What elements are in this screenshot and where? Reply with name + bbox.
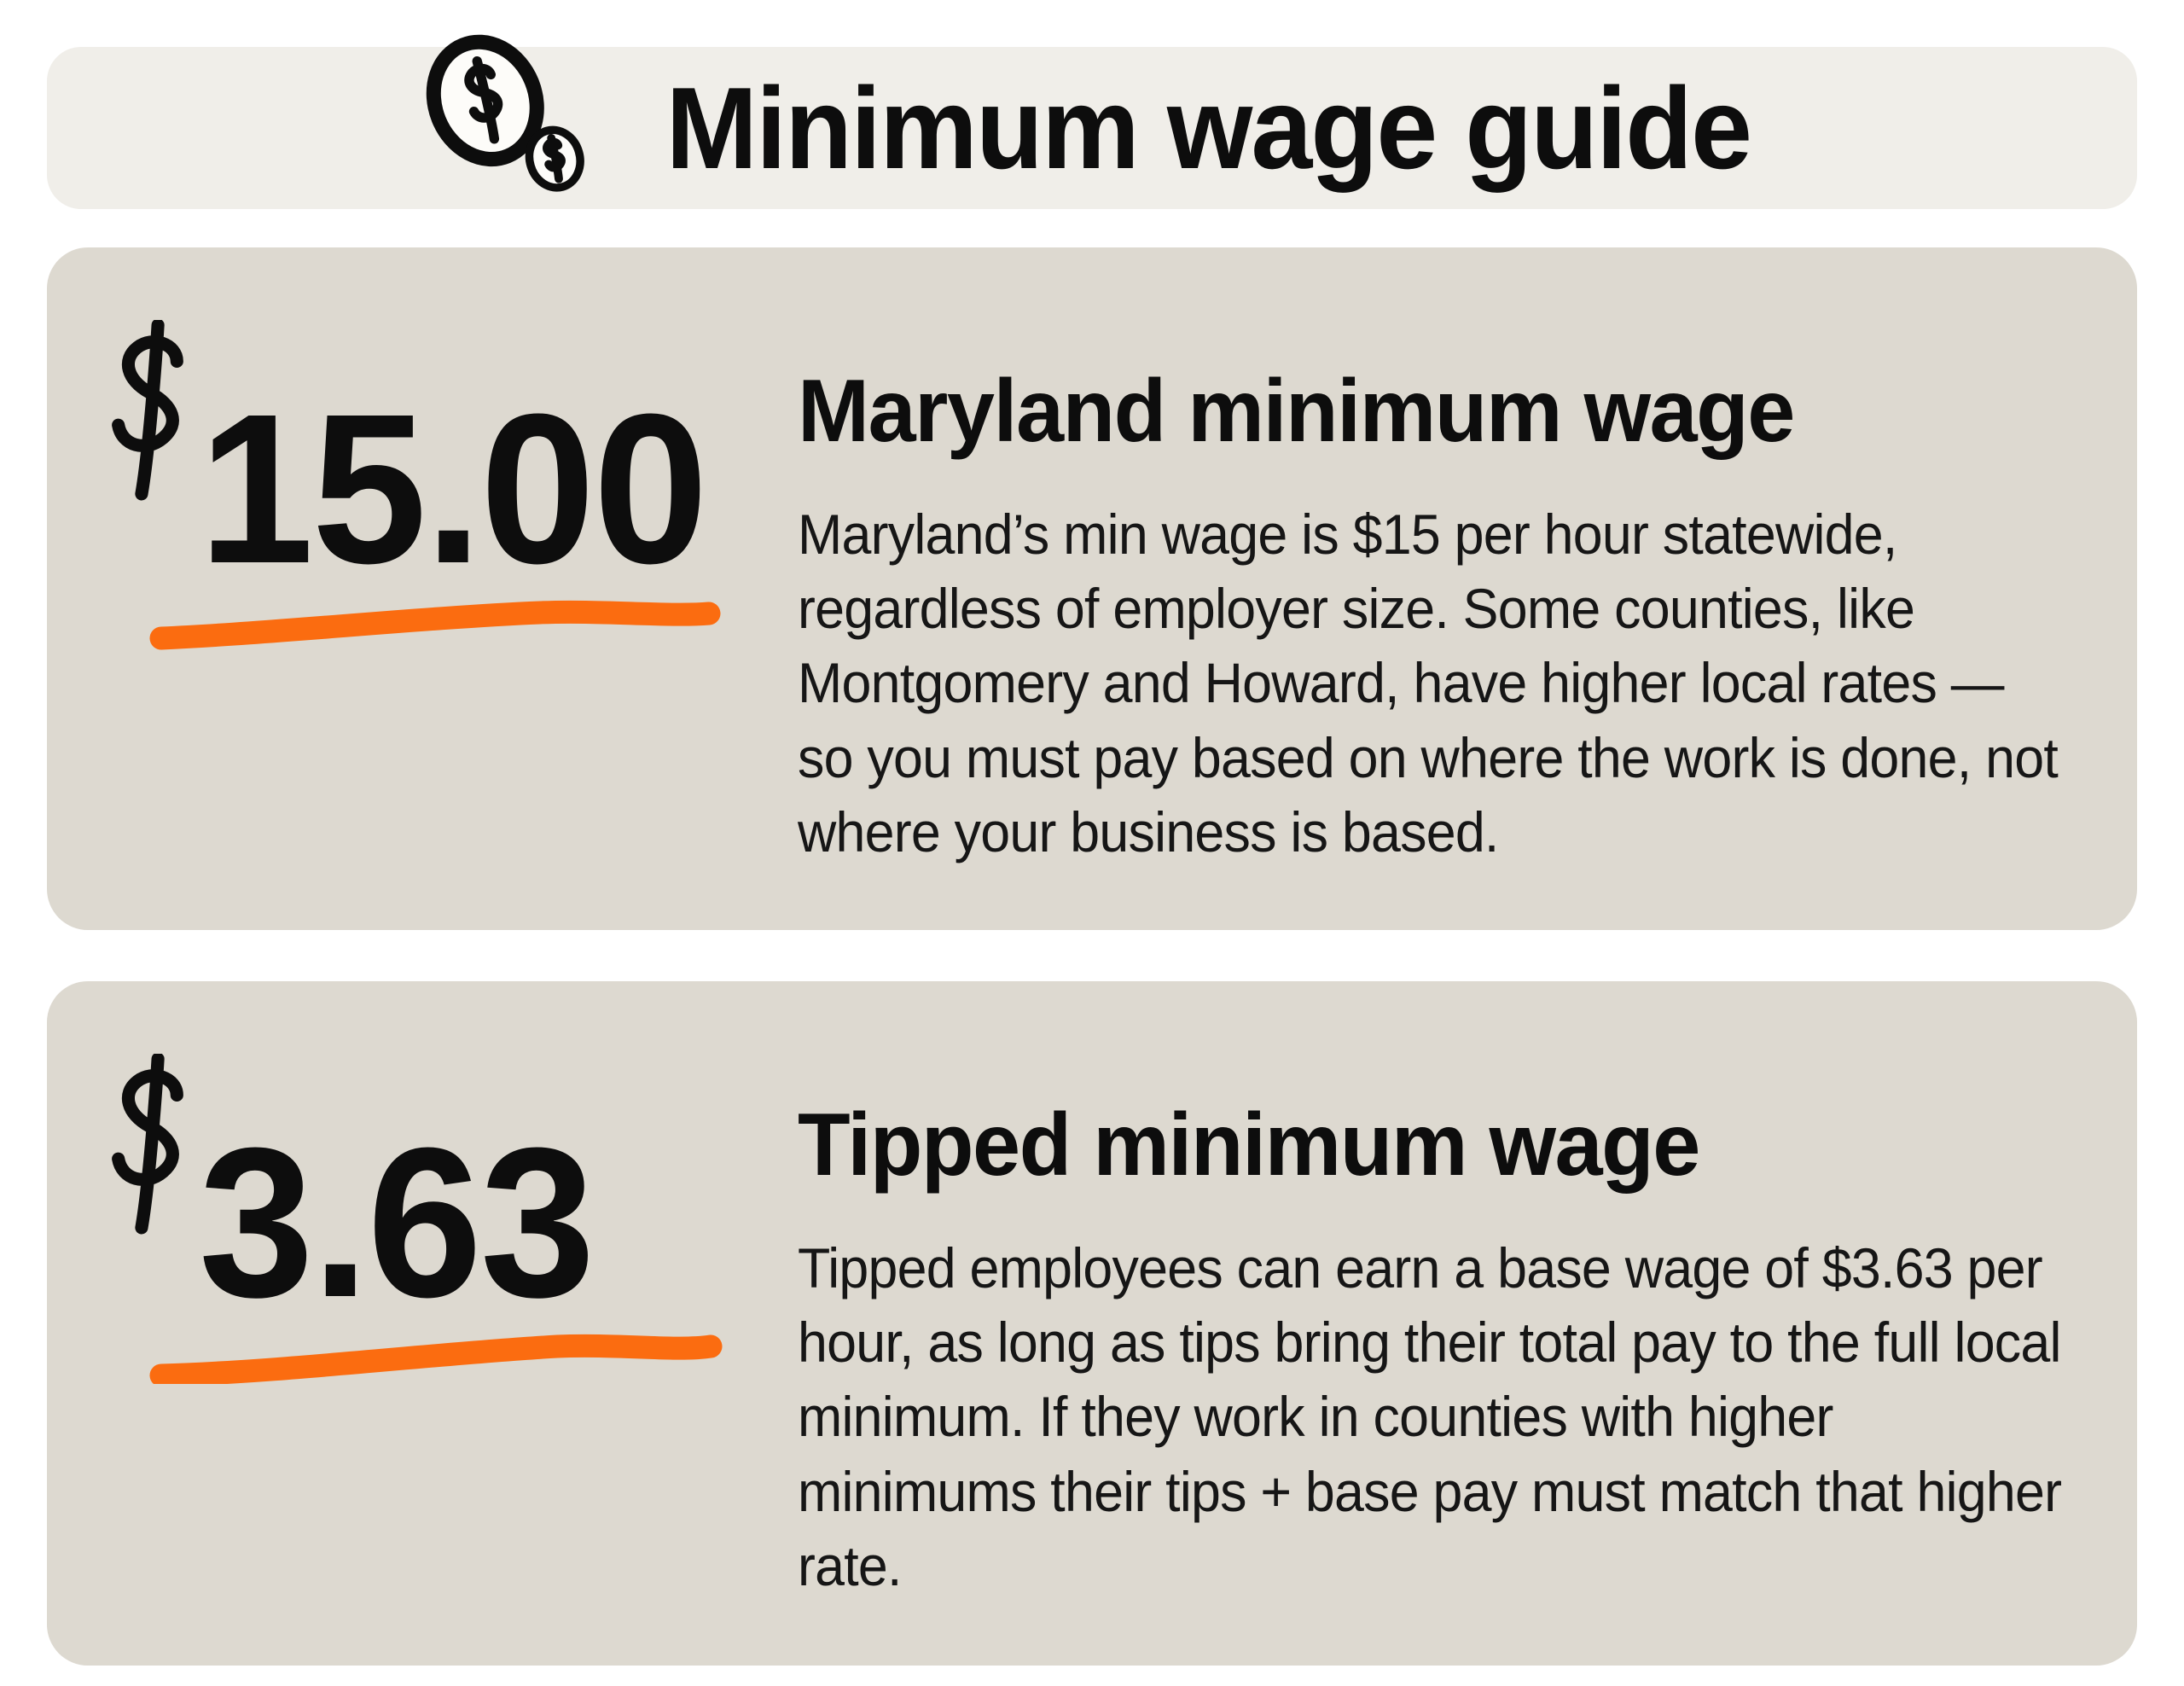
amount-row: 15.00 [98,320,781,608]
amount-value: 3.63 [199,1103,595,1341]
maryland-minimum-wage-card: 15.00 Maryland minimum wage Maryland’s m… [47,247,2137,930]
card-heading: Tipped minimum wage [798,1096,1700,1195]
dollar-sign-icon [98,320,199,501]
amount-block: 15.00 [98,320,781,930]
card-text-block: Tipped minimum wage Tipped employees can… [798,1054,2135,1666]
amount-value: 15.00 [199,369,708,608]
dollar-coins-icon [427,34,585,192]
amount-block: 3.63 [98,1054,781,1666]
page-title: Minimum wage guide [665,63,1753,193]
hand-drawn-underline [149,600,721,650]
amount-row: 3.63 [98,1054,781,1341]
card-body-text: Maryland’s min wage is $15 per hour stat… [798,503,2059,863]
hand-drawn-underline [149,1334,723,1384]
dollar-sign-icon [98,1054,199,1235]
tipped-minimum-wage-card: 3.63 Tipped minimum wage Tipped employee… [47,981,2137,1666]
card-heading: Maryland minimum wage [798,362,1795,461]
header: Minimum wage guide [47,34,2137,209]
card-body-text: Tipped employees can earn a base wage of… [798,1236,2062,1597]
card-text-block: Maryland minimum wage Maryland’s min wag… [798,320,2135,930]
